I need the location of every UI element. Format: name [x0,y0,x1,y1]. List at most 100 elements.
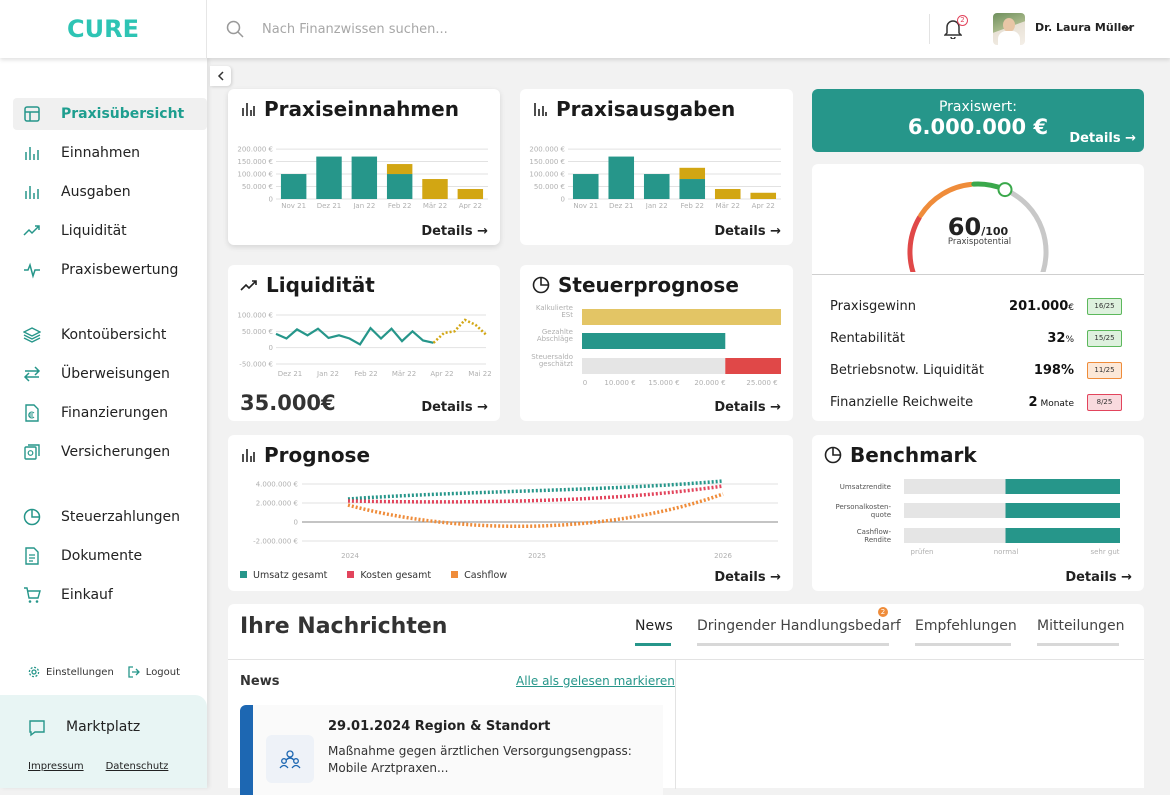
bar-chart-icon [534,103,547,116]
chevron-down-icon[interactable] [1122,24,1132,32]
tab-notices[interactable]: Mitteilungen [1037,618,1125,634]
bell-icon[interactable] [944,19,962,39]
category-label: ESt [561,311,573,319]
einnahmen-details-link[interactable]: Details → [421,224,488,239]
steuer-details-link[interactable]: Details → [714,400,781,415]
x-tick-label: 20.000 € [694,379,725,387]
y-tick-label: 50.000 € [242,183,273,191]
sidebar-item-einkauf[interactable]: Einkauf [13,579,207,611]
sidebar-item-label: Einnahmen [61,145,141,161]
bar [280,174,307,199]
y-tick-label: 50.000 € [242,328,273,336]
sidebar-item-finanzierungen[interactable]: Finanzierungen [13,397,207,429]
collapse-sidebar-button[interactable] [210,66,231,86]
mark-all-read-link[interactable]: Alle als gelesen markieren [516,674,675,688]
kpi-label: Rentabilität [830,331,905,346]
y-tick-label: 200.000 € [529,146,565,154]
news-item-title: 29.01.2024 Region & Standort [328,719,551,734]
sidebar-item-label: Liquidität [61,223,127,239]
y-tick-label: 150.000 € [529,158,565,166]
category-label: Personalkosten- [835,503,891,511]
messages-card: Ihre Nachrichten News Alle als gelesen m… [228,604,1144,795]
sidebar-item-liquidität[interactable]: Liquidität [13,215,207,247]
impressum-link[interactable]: Impressum [28,761,84,772]
sidebar-item-kontoübersicht[interactable]: Kontoübersicht [13,319,207,351]
liquiditaet-value: 35.000€ [240,391,336,415]
logout-link[interactable]: Logout [128,666,180,678]
x-tick-label: Dez 21 [278,370,303,378]
sidebar-item-dokumente[interactable]: Dokumente [13,540,207,572]
benchmark-details-link[interactable]: Details → [1065,570,1132,585]
ausgaben-title: Praxisausgaben [532,97,735,121]
sidebar-item-label: Einkauf [61,587,113,603]
gear-icon [28,666,40,678]
pulse-icon [24,262,40,279]
praxiswert-label: Praxiswert: [938,99,1018,115]
y-tick-label: 100.000 € [237,171,273,179]
bar [1005,528,1120,543]
news-icon-box [266,735,314,783]
bar [643,174,670,199]
x-tick-label: 10.000 € [604,379,635,387]
x-tick-label: Dez 21 [609,202,634,209]
top-bar: CURE 2 Dr. Laura Müller [0,0,1170,58]
y-tick-label: 0 [269,344,273,352]
user-name[interactable]: Dr. Laura Müller [1035,21,1135,34]
bar [386,174,413,199]
praxiswert-details-link[interactable]: Details → [1069,131,1136,146]
kpi-row[interactable]: Praxisgewinn 201.000€ 16/25 [830,296,1130,318]
sidebar-item-praxisübersicht[interactable]: Praxisübersicht [13,98,207,130]
potential-gauge [907,181,1049,272]
bar [582,309,781,325]
x-tick-label: 15.000 € [648,379,679,387]
y-tick-label: 0 [294,519,298,527]
datenschutz-link[interactable]: Datenschutz [105,761,169,772]
avatar[interactable] [993,13,1025,45]
benchmark-chart: Umsatzrendite Personalkosten-quote Cashflo… [835,479,1120,556]
umsatz-line [347,479,724,501]
gauge-segment [1003,187,1049,272]
tab-news[interactable]: News [635,618,673,634]
sidebar-item-versicherungen[interactable]: Versicherungen [13,436,207,468]
kpi-row[interactable]: Betriebsnotw. Liquidität 198% 11/25 [830,360,1130,382]
ausgaben-details-link[interactable]: Details → [714,224,781,239]
kpi-card: 60/100 Praxispotential [812,164,1144,421]
kpi-row[interactable]: Finanzielle Reichweite 2 Monate 8/25 [830,392,1130,414]
sidebar-item-steuerzahlungen[interactable]: Steuerzahlungen [13,501,207,533]
x-tick-label: Mär 22 [423,202,447,209]
tab-urgent[interactable]: Dringender Handlungsbedarf [697,618,901,634]
tab-recommendations[interactable]: Empfehlungen [915,618,1017,634]
sidebar-item-praxisbewertung[interactable]: Praxisbewertung [13,254,207,286]
notification-badge: 2 [957,15,968,26]
sidebar-item-überweisungen[interactable]: Überweisungen [13,358,207,390]
sidebar-item-label: Kontoübersicht [61,327,167,343]
people-icon [279,750,301,769]
search-input[interactable] [262,18,862,40]
prognose-details-link[interactable]: Details → [714,570,781,585]
logo-area[interactable]: CURE [0,0,207,58]
search-icon[interactable] [226,20,244,38]
messages-title: Ihre Nachrichten [240,614,448,639]
kosten-line [347,484,724,504]
bar [608,156,635,199]
bar [679,179,706,199]
chat-icon[interactable] [28,719,46,737]
liquiditaet-details-link[interactable]: Details → [421,400,488,415]
logout-icon [128,666,140,678]
category-label: Abschläge [537,335,573,343]
kpi-value: 198% [1033,363,1074,378]
kpi-score-badge: 8/25 [1087,394,1122,411]
news-item[interactable]: 29.01.2024 Region & Standort Maßnahme ge… [240,705,663,795]
settings-link[interactable]: Einstellungen [28,666,114,678]
praxiswert-value: 6.000.000 € [907,115,1049,139]
sidebar-item-einnahmen[interactable]: Einnahmen [13,137,207,169]
marketplace-link[interactable]: Marktplatz [66,719,141,735]
steuer-title-text: Steuerprognose [558,273,739,297]
sidebar-item-ausgaben[interactable]: Ausgaben [13,176,207,208]
kpi-row[interactable]: Rentabilität 32% 15/25 [830,328,1130,350]
legend-cashflow: Cashflow [451,570,507,581]
benchmark-title-text: Benchmark [850,443,977,467]
x-tick-label: Apr 22 [459,202,482,209]
bar [1005,503,1120,518]
